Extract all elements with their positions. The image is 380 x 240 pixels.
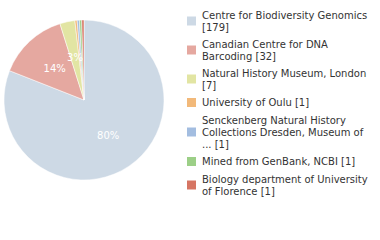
svg-text:Natural History Museum, London: Natural History Museum, London [202,68,369,79]
svg-text:[179]: [179] [202,22,229,33]
svg-text:Canadian Centre for DNA: Canadian Centre for DNA [202,39,331,50]
svg-text:3%: 3% [67,52,83,63]
svg-text:Barcoding [32]: Barcoding [32] [202,51,276,62]
svg-text:of Florence [1]: of Florence [1] [202,186,275,197]
svg-text:14%: 14% [44,63,66,74]
svg-text:Centre for Biodiversity Genomi: Centre for Biodiversity Genomics [202,10,370,21]
svg-text:[7]: [7] [202,80,216,91]
svg-text:80%: 80% [97,130,119,141]
svg-text:Senckenberg Natural History: Senckenberg Natural History [202,115,349,126]
svg-text:University of Oulu [1]: University of Oulu [1] [202,97,309,108]
svg-text:... [1]: ... [1] [202,139,229,150]
svg-text:Biology department of Universi: Biology department of University [202,174,371,185]
svg-text:Collections Dresden, Museum of: Collections Dresden, Museum of [202,127,366,138]
svg-text:Mined from GenBank, NCBI [1]: Mined from GenBank, NCBI [1] [202,156,355,167]
